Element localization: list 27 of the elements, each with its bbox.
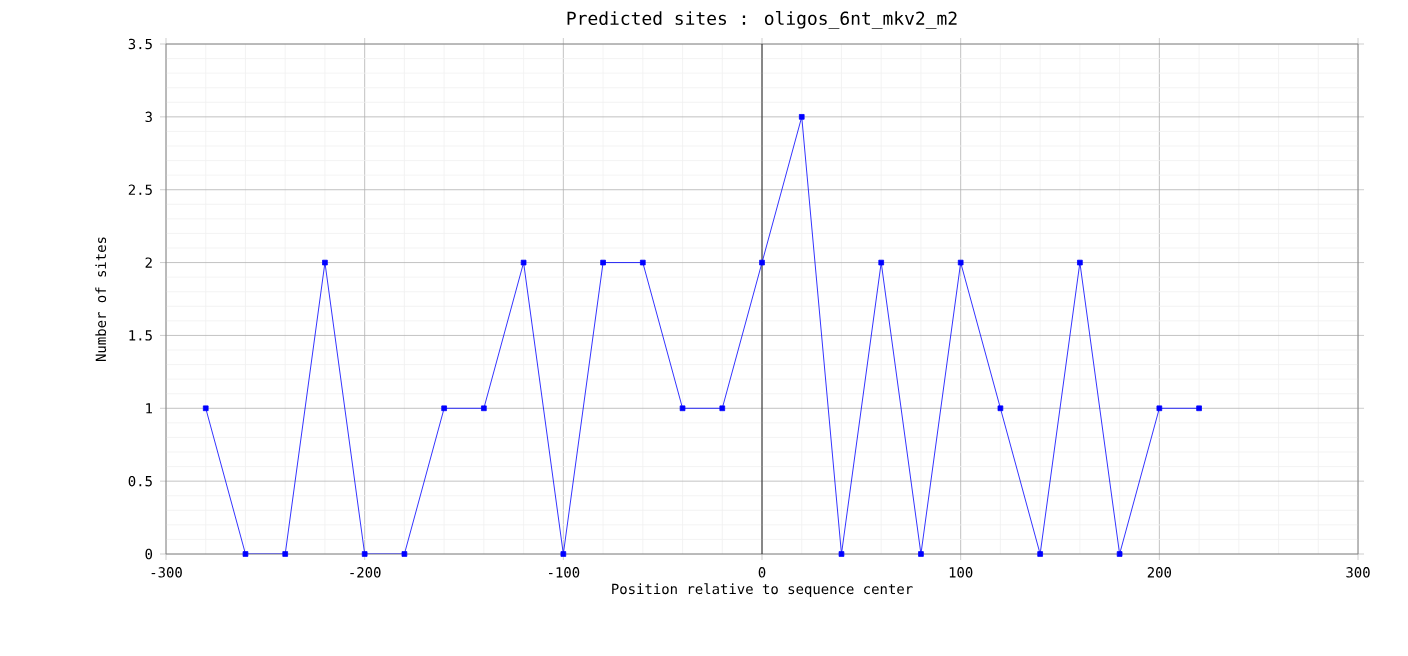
point <box>282 551 288 557</box>
point <box>838 551 845 557</box>
point <box>997 405 1004 412</box>
point <box>1156 405 1163 412</box>
point <box>679 405 686 412</box>
point <box>1196 405 1202 412</box>
point <box>798 114 805 120</box>
point <box>1116 551 1123 557</box>
point <box>957 259 964 266</box>
point <box>361 551 368 557</box>
point <box>1077 259 1083 266</box>
point <box>918 551 924 557</box>
point <box>242 551 249 557</box>
point <box>202 405 209 412</box>
point <box>878 259 885 266</box>
point <box>600 259 606 266</box>
point <box>520 259 527 266</box>
point <box>322 259 328 266</box>
chart-title: Predicted sites : oligos_6nt_mkv2_m2 <box>567 11 957 29</box>
point <box>759 259 765 266</box>
point <box>401 551 408 557</box>
point <box>560 551 567 557</box>
point <box>481 405 487 412</box>
point <box>441 405 447 412</box>
point <box>640 259 646 266</box>
point <box>1037 551 1043 557</box>
point <box>719 405 726 412</box>
